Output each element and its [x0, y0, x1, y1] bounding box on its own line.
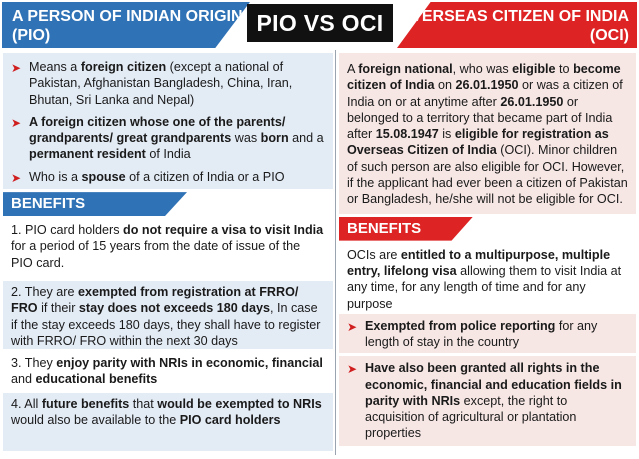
oci-column: A foreign national, who was eligible to … [339, 53, 636, 453]
pio-column: ➤ Means a foreign citizen (except a natio… [3, 53, 333, 453]
oci-definition: A foreign national, who was eligible to … [339, 53, 636, 214]
oci-header: OVERSEAS CITIZEN OF INDIA (OCI) [397, 2, 637, 48]
red-arrow-icon: ➤ [11, 61, 22, 75]
oci-benefit-item: ➤ Have also been granted all rights in th… [339, 356, 636, 446]
pio-definition-item: ➤ Means a foreign citizen (except a natio… [11, 60, 293, 107]
pio-definition-item: ➤ A foreign citizen whose one of the pare… [11, 114, 324, 162]
oci-benefit-item: ➤ Exempted from police reporting for any … [339, 313, 636, 354]
red-arrow-icon: ➤ [11, 170, 22, 185]
red-arrow-icon: ➤ [11, 115, 22, 130]
pio-header: A PERSON OF INDIAN ORIGIN (PIO) [2, 2, 250, 48]
red-arrow-icon: ➤ [347, 362, 358, 377]
oci-benefit-intro: OCIs are entitled to a multipurpose, mul… [347, 247, 622, 311]
page-title: PIO VS OCI [247, 4, 393, 42]
pio-benefit-item: 1. PIO card holders do not require a vis… [11, 223, 324, 270]
column-divider [335, 50, 336, 455]
pio-definition-item: ➤ Who is a spouse of a citizen of India o… [11, 169, 285, 185]
pio-benefit-item: 4. All future benefits that would be exe… [3, 393, 333, 452]
oci-benefits-heading: BENEFITS [339, 216, 473, 241]
pio-benefit-item: 3. They enjoy parity with NRIs in econom… [11, 356, 323, 387]
red-arrow-icon: ➤ [347, 319, 358, 334]
pio-definitions: ➤ Means a foreign citizen (except a natio… [3, 53, 333, 190]
pio-benefit-item: 2. They are exempted from registration a… [3, 281, 333, 350]
pio-benefits-heading: BENEFITS [3, 192, 187, 217]
